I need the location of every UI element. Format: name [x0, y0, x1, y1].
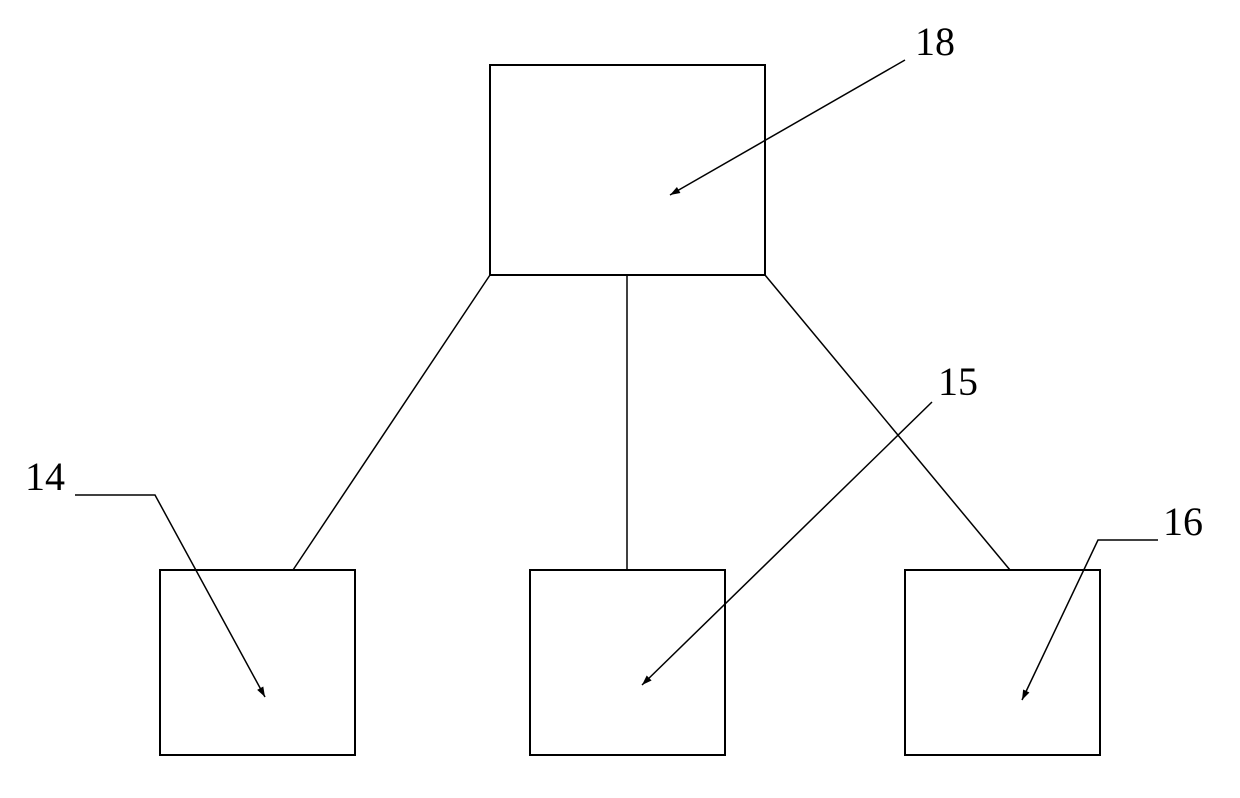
node-left — [160, 570, 355, 755]
callout-label: 14 — [25, 454, 65, 499]
connector — [765, 275, 1010, 570]
leader-line — [75, 495, 265, 697]
callout-18: 18 — [670, 19, 955, 195]
node-mid — [530, 570, 725, 755]
leader-line — [670, 60, 905, 195]
callout-14: 14 — [25, 454, 265, 697]
leader-line — [642, 402, 932, 685]
leader-arrowhead — [1022, 689, 1029, 700]
node-top — [490, 65, 765, 275]
leader-line — [1022, 540, 1158, 700]
callout-label: 16 — [1163, 499, 1203, 544]
callout-label: 15 — [938, 359, 978, 404]
leader-arrowhead — [670, 187, 680, 195]
callout-label: 18 — [915, 19, 955, 64]
leader-arrowhead — [257, 687, 265, 697]
connector — [293, 275, 490, 570]
callout-16: 16 — [1022, 499, 1203, 700]
callout-15: 15 — [642, 359, 978, 685]
